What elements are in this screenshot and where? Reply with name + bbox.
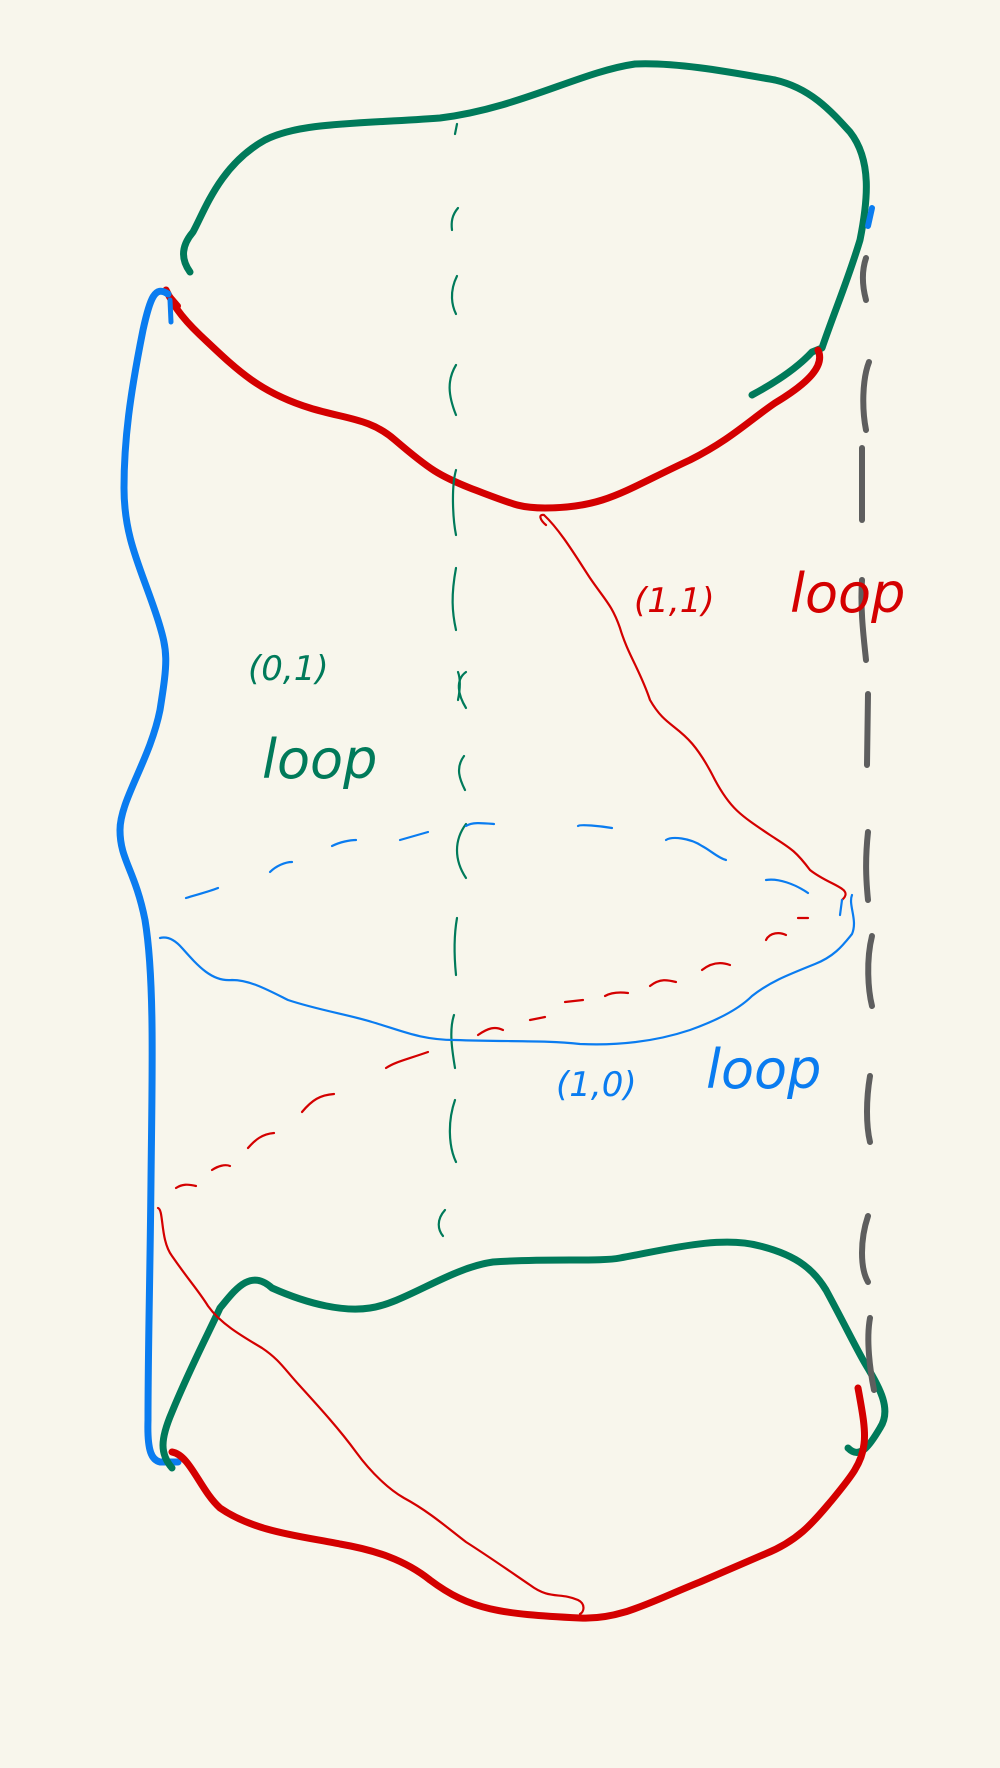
right-blue-tick xyxy=(868,208,872,226)
bottom-ring-red-arc xyxy=(172,1388,865,1618)
loop-10-label-coords: (1,0) xyxy=(556,1065,637,1105)
loop-11-label-coords: (1,1) xyxy=(634,581,715,621)
right-gray-dashed-silhouette xyxy=(861,258,874,1390)
top-left-blue-tick xyxy=(170,300,171,322)
loop-11-label-word: loop xyxy=(790,562,905,625)
loop-01-label-coords: (0,1) xyxy=(248,649,329,689)
loop-10-label-word: loop xyxy=(706,1038,821,1101)
loop-01-label-word: loop xyxy=(262,728,377,791)
top-ring-green-arc xyxy=(184,64,867,395)
blue-10-loop-back-dashes xyxy=(186,823,842,915)
blue-10-loop-front xyxy=(160,895,854,1044)
top-ring-red-arc xyxy=(166,290,820,508)
left-blue-silhouette xyxy=(120,291,178,1462)
green-dashed-vertical xyxy=(439,124,466,1236)
